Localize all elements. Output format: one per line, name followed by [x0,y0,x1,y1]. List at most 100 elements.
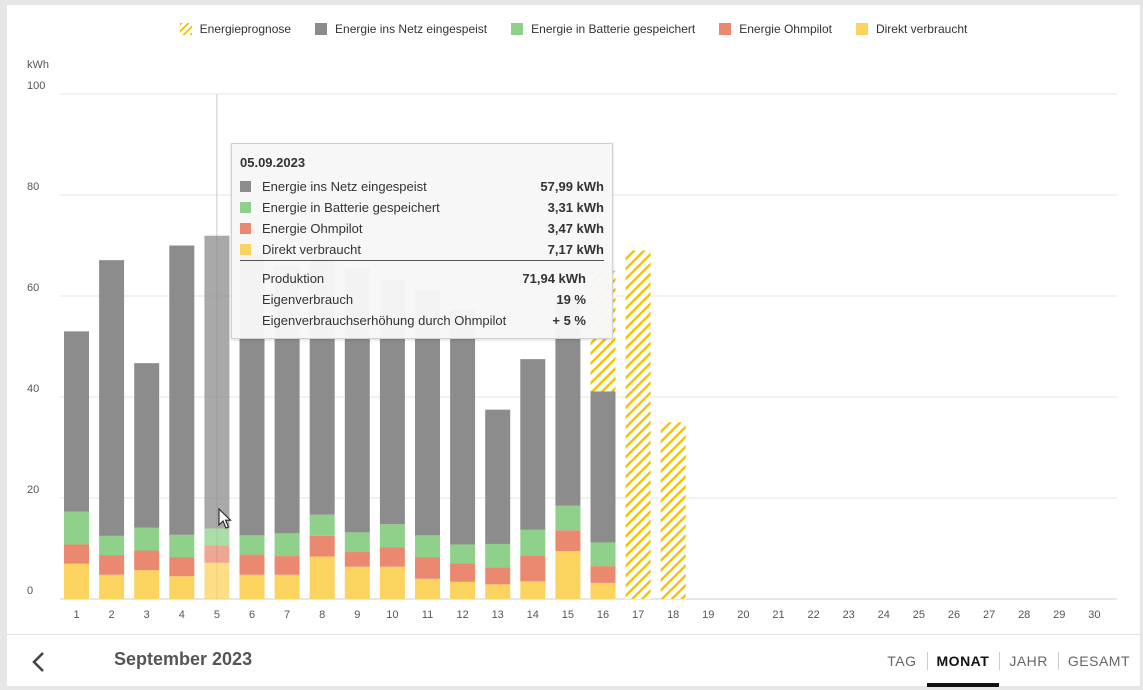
tooltip-value: 7,17 kWh [547,241,604,257]
bar-segment[interactable] [344,566,370,599]
bar-segment[interactable] [99,574,125,599]
bar-segment[interactable] [590,582,616,599]
x-tick-label: 20 [737,609,749,621]
bar-segment[interactable] [239,574,265,599]
bar-segment[interactable] [204,528,230,546]
bar-segment[interactable] [485,543,511,568]
x-tick-label: 8 [319,609,325,621]
bar-segment[interactable] [450,581,476,599]
bar-segment[interactable] [590,566,616,583]
bar-segment[interactable] [344,532,370,553]
tooltip-label: Energie in Batterie gespeichert [262,199,440,215]
bar-segment[interactable] [344,552,370,567]
legend-swatch-direct [855,23,868,35]
x-tick-label: 24 [878,609,890,621]
tooltip-value: 3,47 kWh [547,220,604,236]
bar-segment[interactable] [169,534,195,558]
bar-segment[interactable] [64,563,89,599]
bar-segment[interactable] [415,578,440,599]
legend-swatch-ohmpilot [719,23,732,35]
bar-segment[interactable] [64,544,89,564]
tooltip-label: Energie Ohmpilot [262,220,363,236]
bar-segment[interactable] [99,260,125,536]
bar-segment[interactable] [590,391,616,543]
tooltip-row: Direkt verbraucht 7,17 kWh [240,240,604,258]
bar-segment[interactable] [134,570,160,599]
bar-segment[interactable] [274,556,300,575]
bar-segment[interactable] [379,547,405,567]
legend-label: Energie ins Netz eingespeist [335,22,488,36]
bar-segment[interactable] [485,409,511,544]
tooltip-summary-label: Eigenverbrauch [262,291,354,307]
bar-segment[interactable] [239,535,265,555]
tooltip-swatch [240,201,251,213]
bar-segment[interactable] [169,245,195,535]
bar-segment[interactable] [555,551,581,599]
tooltip-value: 3,31 kWh [547,199,604,215]
bar-segment[interactable] [274,533,300,557]
legend-item-forecast[interactable]: Energieprognose [179,22,291,36]
bar-segment[interactable] [450,563,476,582]
bar-segment[interactable] [415,535,440,558]
tooltip-swatch [240,222,251,234]
tab-gesamt[interactable]: GESAMT [1057,635,1140,687]
legend-item-grid-feed-in[interactable]: Energie ins Netz eingespeist [315,22,487,36]
bar-segment[interactable] [415,557,440,579]
chevron-left-icon[interactable] [29,650,47,674]
bar-segment[interactable] [64,511,89,545]
bar-segment[interactable] [204,562,230,599]
legend-swatch-battery [511,23,524,35]
tooltip-summary-label: Produktion [262,270,325,286]
bar-segment[interactable] [379,566,405,599]
x-tick-label: 1 [73,609,79,621]
bar-segment[interactable] [520,359,546,530]
tooltip-row: Energie ins Netz eingespeist 57,99 kWh [240,177,604,195]
bar-segment[interactable] [520,529,546,556]
bar-segment[interactable] [134,527,160,551]
bar-segment[interactable] [309,556,335,599]
bar-segment[interactable] [204,235,230,529]
x-tick-label: 15 [562,609,574,621]
bar-segment[interactable] [309,535,335,557]
forecast-bar[interactable] [625,250,651,600]
bar-segment[interactable] [169,576,195,599]
tooltip-summary-label: Eigenverbrauchserhöhung durch Ohmpilot [262,312,507,328]
bar-segment[interactable] [450,544,476,564]
tooltip-row: Energie in Batterie gespeichert 3,31 kWh [240,198,604,216]
bar-segment[interactable] [485,567,511,585]
bar-segment[interactable] [99,555,125,575]
legend-item-direct[interactable]: Direkt verbraucht [855,22,967,36]
x-tick-label: 21 [772,609,784,621]
bar-segment[interactable] [450,309,476,545]
bar-segment[interactable] [169,557,195,577]
tooltip-swatch [240,180,251,192]
legend-item-ohmpilot[interactable]: Energie Ohmpilot [719,22,832,36]
bar-segment[interactable] [555,505,581,531]
bar-segment[interactable] [204,545,230,563]
x-tick-label: 6 [249,609,255,621]
tooltip-label: Energie ins Netz eingespeist [262,178,427,194]
x-tick-label: 3 [144,609,150,621]
chart-legend: Energieprognose Energie ins Netz eingesp… [7,19,1140,39]
bar-segment[interactable] [555,530,581,552]
bar-segment[interactable] [99,535,125,556]
legend-item-battery[interactable]: Energie in Batterie gespeichert [511,22,695,36]
bar-segment[interactable] [379,524,405,548]
bar-segment[interactable] [274,574,300,599]
bar-segment[interactable] [485,584,511,599]
tab-monat[interactable]: MONAT [926,635,1000,687]
x-tick-label: 4 [179,609,185,621]
bar-segment[interactable] [520,555,546,582]
bar-segment[interactable] [520,581,546,599]
tab-tag[interactable]: TAG [887,653,917,669]
forecast-bar[interactable] [660,422,686,599]
bar-segment[interactable] [64,331,89,512]
bar-segment[interactable] [590,542,616,567]
tab-jahr[interactable]: JAHR [999,635,1058,687]
bar-segment[interactable] [309,514,335,536]
bar-segment[interactable] [239,554,265,575]
bar-segment[interactable] [134,550,160,571]
x-tick-label: 14 [527,609,539,621]
bar-segment[interactable] [134,363,160,528]
tooltip-summary-value: 19 % [556,291,586,307]
